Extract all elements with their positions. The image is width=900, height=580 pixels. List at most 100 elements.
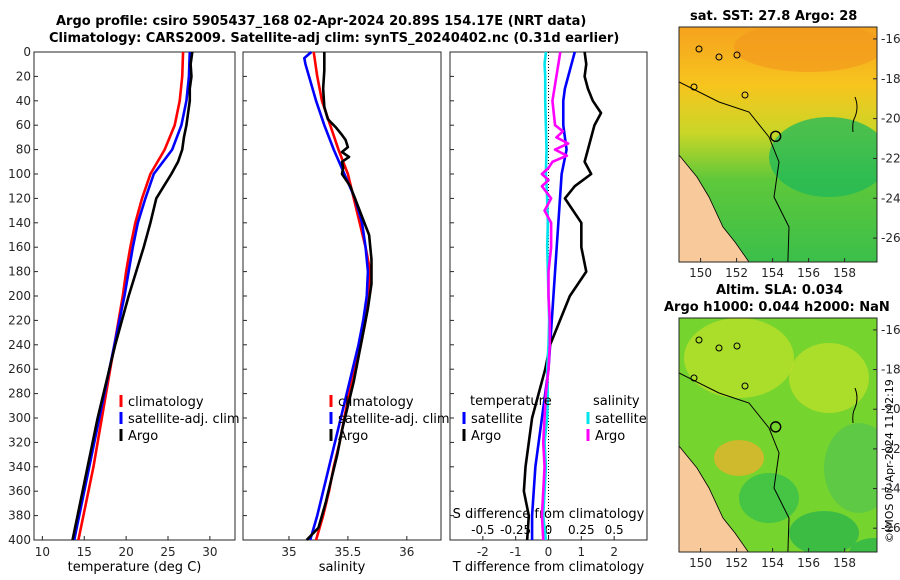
- difference-panel: -2 -1 0 1 2T difference from climatology S di…: [449, 51, 648, 575]
- x-tick-label: 152: [725, 266, 748, 280]
- sla-patch: [824, 423, 877, 513]
- reef-outline: [695, 336, 703, 344]
- x-tick-label: 15: [77, 545, 92, 559]
- y-tick-label: 60: [16, 118, 31, 132]
- series-line-argo: [305, 52, 373, 541]
- y-tick-label: 140: [8, 216, 31, 230]
- x-tick-label: 1: [578, 545, 586, 559]
- legend-label: climatology: [338, 395, 414, 410]
- sla-patch: [849, 538, 877, 552]
- y-tick-label: -20: [881, 112, 900, 126]
- reef-outline: [741, 382, 749, 390]
- y-tick-label: -24: [881, 191, 900, 205]
- legend-label: satellite-adj. clim: [128, 412, 240, 427]
- y-tick-label: -18: [881, 72, 900, 86]
- land-mass: [679, 154, 750, 262]
- x-tick-label: -1: [510, 545, 522, 559]
- legend-group-label: temperature: [470, 394, 552, 409]
- sla-map-title-line2: Argo h1000: 0.044 h2000: NaN: [664, 300, 890, 315]
- legend-label: satellite-adj. clim: [338, 412, 450, 427]
- y-tick-label: 200: [8, 289, 31, 303]
- reef-outline: [695, 45, 703, 53]
- y-tick-label: -20: [881, 402, 900, 416]
- x-tick-label: 154: [761, 266, 784, 280]
- x2-tick-label: 0: [545, 523, 553, 537]
- depth-contour: [679, 372, 790, 552]
- x-tick-label: 35: [281, 545, 296, 559]
- argo-position-marker: [769, 421, 782, 433]
- x-tick-label: 158: [833, 556, 856, 570]
- sla-patch: [714, 440, 764, 476]
- reef-outline: [690, 374, 698, 382]
- reef-outline: [715, 53, 723, 61]
- heatmap-field: [679, 318, 877, 552]
- y-tick-label: 380: [8, 509, 31, 523]
- reef-outline: [733, 342, 741, 350]
- series-line-argo: [71, 51, 194, 541]
- temperature-panel: 0 20 40 60 80 100 120 140 160 180 200 220 240 260 280 3…: [8, 45, 240, 575]
- legend-label: Argo: [471, 429, 501, 444]
- map-frame: [678, 26, 878, 263]
- reef-outline: [741, 91, 749, 99]
- y-tick-label: 120: [8, 191, 31, 205]
- series-line-temperature-satellite: [530, 51, 577, 540]
- figure-title-line2: Climatology: CARS2009. Satellite-adj cli…: [49, 31, 620, 46]
- sla-patch: [739, 473, 799, 523]
- y-tick-label: 180: [8, 265, 31, 279]
- sla-patch: [789, 343, 869, 413]
- legend-label: climatology: [128, 395, 204, 410]
- reef-outline: [733, 51, 741, 59]
- legend: climatology satellite-adj. clim Argo: [119, 395, 240, 444]
- x-tick-label: 30: [202, 545, 217, 559]
- y-tick-label: -24: [881, 482, 900, 496]
- legend: temperature salinity satellite Argo satellit…: [462, 394, 647, 444]
- map-frame: [678, 317, 878, 553]
- reef-outline: [852, 96, 858, 133]
- x2-tick-label: -0.5: [471, 523, 494, 537]
- legend-label: satellite: [595, 412, 647, 427]
- sst-map-title: sat. SST: 27.8 Argo: 28: [690, 9, 858, 24]
- y-tick-label: 80: [16, 143, 31, 157]
- y-tick-label: -22: [881, 151, 900, 165]
- argo-position-marker: [769, 130, 782, 143]
- x-tick-label: 156: [797, 556, 820, 570]
- y-tick-label: -26: [881, 521, 900, 535]
- y-tick-label: 100: [8, 167, 31, 181]
- x-tick-label: 158: [833, 266, 856, 280]
- legend-label: Argo: [128, 429, 158, 444]
- y-tick-label: -22: [881, 442, 900, 456]
- x-tick-label: 20: [118, 545, 133, 559]
- x-tick-label: -2: [477, 545, 489, 559]
- salinity-panel: 35 35.5 36 salinity climatology satellite-adj…: [242, 51, 450, 575]
- x-tick-label: 154: [761, 556, 784, 570]
- x-tick-label: 152: [725, 556, 748, 570]
- x-axis-label: salinity: [319, 560, 366, 575]
- series-line-temperature-argo: [522, 51, 603, 541]
- plot-frame: [33, 51, 236, 541]
- sla-map-panel: 150 152 154 156 158 -16 -18 -20 -22 -24 -26: [678, 317, 900, 570]
- y-tick-label: -18: [881, 363, 900, 377]
- sla-patch: [684, 318, 794, 398]
- x2-tick-label: 0.25: [568, 523, 595, 537]
- depth-contour: [679, 81, 790, 262]
- sla-patch: [789, 511, 859, 552]
- x-tick-label: 150: [689, 266, 712, 280]
- x-axis-label: T difference from climatology: [452, 560, 645, 575]
- sst-map-panel: 150 152 154 156 158 -16 -18 -20 -22 -24 -26: [678, 26, 900, 280]
- reef-outline: [852, 387, 858, 424]
- plot-frame: [242, 51, 442, 541]
- legend-label: Argo: [338, 429, 368, 444]
- y-tick-label: 0: [23, 45, 31, 59]
- x-tick-label: 10: [35, 545, 50, 559]
- series-line-satellite-adj-clim: [72, 51, 192, 541]
- y-tick-label: 220: [8, 313, 31, 327]
- legend-label: Argo: [595, 429, 625, 444]
- x2-tick-label: -0.25: [500, 523, 531, 537]
- x-tick-label: 156: [797, 266, 820, 280]
- warm-patch: [769, 117, 877, 197]
- series-line-satellite-adj-clim: [302, 51, 370, 541]
- y-tick-label: -16: [881, 323, 900, 337]
- x-tick-label: 36: [399, 545, 414, 559]
- x-tick-label: 2: [610, 545, 618, 559]
